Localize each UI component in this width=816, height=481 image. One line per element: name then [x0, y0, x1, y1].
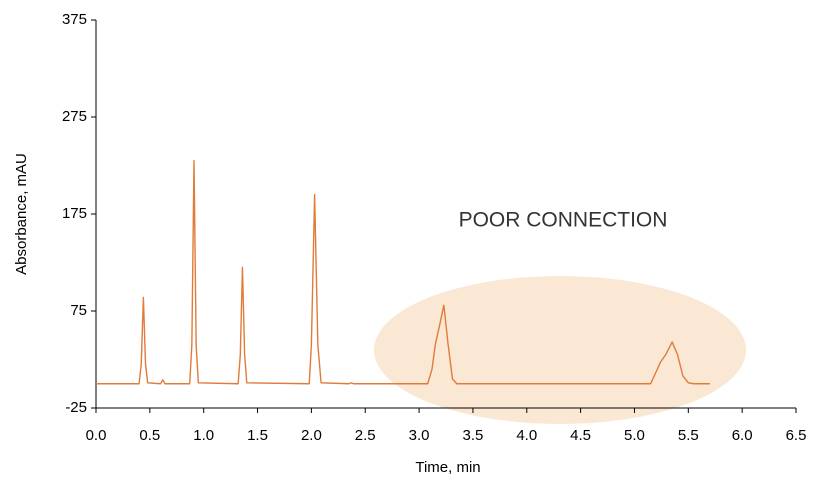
x-tick-label: 1.5 [247, 427, 268, 444]
x-tick-label: 3.0 [409, 427, 430, 444]
y-tick-label: 275 [62, 108, 87, 125]
x-tick-label: 0.0 [86, 427, 107, 444]
x-tick-label: 1.0 [193, 427, 214, 444]
x-tick-label: 0.5 [139, 427, 160, 444]
x-tick-label: 5.0 [624, 427, 645, 444]
y-tick-label: 175 [62, 205, 87, 222]
x-tick-label: 2.0 [301, 427, 322, 444]
x-axis-title: Time, min [415, 459, 480, 476]
x-tick-label: 4.5 [570, 427, 591, 444]
x-tick-label: 4.0 [516, 427, 537, 444]
x-tick-label: 2.5 [355, 427, 376, 444]
x-tick-label: 3.5 [462, 427, 483, 444]
x-tick-label: 6.0 [732, 427, 753, 444]
y-axis-title: Absorbance, mAU [13, 153, 30, 275]
y-tick-label: 375 [62, 11, 87, 28]
y-tick-label: 75 [70, 302, 87, 319]
x-tick-label: 6.5 [786, 427, 807, 444]
x-tick-label: 5.5 [678, 427, 699, 444]
annotation: POOR CONNECTION [459, 209, 668, 232]
chromatogram-line [96, 159, 710, 385]
y-tick-label: -25 [65, 399, 87, 416]
highlight-ellipse [374, 276, 746, 424]
